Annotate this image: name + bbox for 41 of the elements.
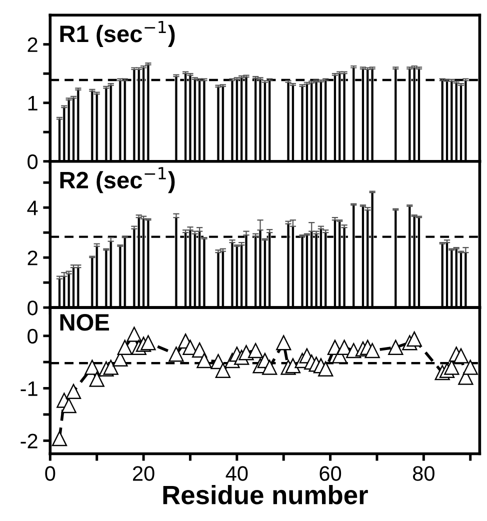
point — [285, 358, 301, 374]
y-tick-label: 0 — [28, 300, 38, 316]
point — [140, 335, 156, 350]
point — [103, 360, 118, 375]
chart-title: R2 (sec$^{−1}$) — [60, 167, 175, 194]
point — [444, 360, 460, 375]
point — [262, 360, 278, 375]
point — [462, 360, 478, 375]
point — [168, 346, 184, 362]
point — [364, 342, 380, 358]
point — [215, 362, 230, 378]
point — [318, 361, 334, 376]
x-axis-title: Residue number — [163, 485, 368, 504]
chart-title: R1 (sec$^{−1}$) — [60, 20, 175, 47]
point — [117, 340, 132, 355]
point — [61, 398, 76, 414]
point — [89, 372, 104, 387]
x-tick-label: 60 — [320, 466, 342, 481]
y-tick-label: 0 — [28, 328, 38, 344]
y-tick-label: 4 — [27, 200, 38, 216]
y-tick-label: 1 — [28, 96, 38, 110]
point — [196, 352, 212, 368]
x-tick-label: 40 — [226, 466, 248, 481]
point — [453, 348, 469, 364]
x-tick-label: 0 — [45, 466, 56, 481]
x-tick-label: 20 — [133, 466, 154, 481]
y-tick-label: -1 — [20, 381, 38, 396]
point — [248, 342, 264, 358]
y-tick-label: 0 — [28, 154, 38, 170]
point — [52, 431, 68, 446]
y-tick-label: 2 — [28, 37, 38, 52]
y-tick-label: -2 — [20, 434, 38, 448]
x-tick-label: 80 — [412, 466, 434, 481]
point — [66, 384, 82, 399]
point — [406, 331, 422, 347]
point — [126, 326, 142, 342]
point — [388, 340, 404, 355]
point — [84, 360, 100, 375]
chart-title: NOE — [60, 314, 109, 331]
y-tick-label: 2 — [28, 250, 38, 266]
point — [276, 335, 292, 350]
